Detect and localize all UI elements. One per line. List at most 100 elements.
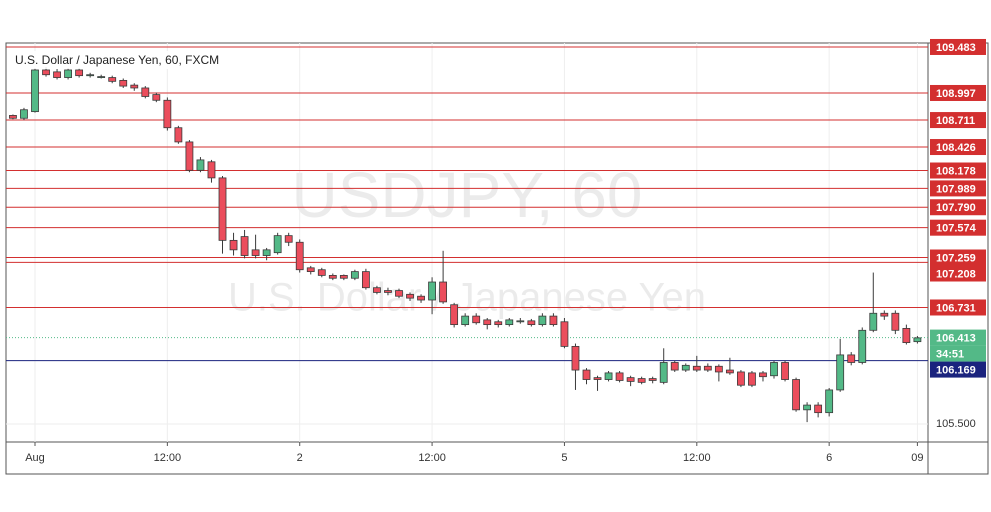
candle-body — [373, 287, 381, 293]
level-label-bg — [930, 112, 986, 129]
candle-body — [781, 362, 789, 380]
support-label: 106.169 — [936, 364, 976, 376]
candle-body — [174, 127, 183, 143]
countdown-label-bg — [930, 345, 986, 362]
price-axis: 105.500 109.483 108.997 108.711 108.426 108.1… — [930, 38, 986, 430]
candle-body — [406, 293, 414, 299]
candle-body — [450, 304, 459, 326]
candle-body — [384, 290, 392, 293]
candle-body — [814, 404, 823, 414]
x-tick-label: 09 — [911, 452, 923, 464]
level-label: 107.259 — [936, 252, 976, 264]
x-tick-label: 5 — [561, 452, 567, 464]
candle-body — [593, 377, 602, 380]
candle-body — [516, 320, 525, 323]
candle-body — [86, 74, 95, 77]
candle-body — [207, 161, 216, 179]
level-label: 108.711 — [936, 115, 975, 127]
candle-body — [858, 329, 867, 363]
level-label: 107.574 — [936, 223, 977, 235]
level-label-bg — [930, 199, 986, 216]
plot — [6, 46, 928, 423]
candle-body — [97, 76, 106, 79]
candle-body — [626, 377, 635, 382]
candle-body — [328, 274, 337, 279]
candle-body — [163, 99, 172, 129]
candle-body — [725, 369, 734, 374]
level-label-bg — [930, 139, 986, 156]
level-label-bg — [930, 162, 986, 179]
title-bg — [10, 51, 236, 69]
candle-body — [792, 379, 800, 411]
candle-body — [218, 177, 227, 241]
candle-body — [648, 378, 657, 381]
countdown-label: 34:51 — [936, 348, 964, 360]
candle-body — [913, 337, 922, 343]
candle-body — [240, 236, 249, 256]
candle-body — [770, 362, 778, 377]
level-label-bg — [930, 249, 986, 266]
candle-body — [428, 281, 436, 301]
candle-body — [538, 315, 547, 326]
last-price-label-bg — [930, 329, 986, 346]
candle-body — [803, 404, 811, 411]
candle-body — [251, 249, 260, 256]
x-tick-label: 12:00 — [683, 452, 711, 464]
candle-body — [692, 365, 701, 371]
candle-body — [825, 389, 834, 414]
candle-body — [737, 371, 745, 386]
level-label-bg — [930, 219, 986, 236]
candle-body — [361, 271, 370, 289]
candle-body — [748, 372, 756, 386]
candle-body — [119, 79, 128, 87]
level-label-bg — [930, 180, 986, 197]
level-label-bg — [930, 299, 986, 316]
level-label: 108.426 — [936, 142, 976, 154]
x-tick-label: 12:00 — [154, 452, 182, 464]
candle-body — [350, 271, 359, 279]
candle-body — [196, 159, 205, 171]
candle-body — [417, 295, 425, 301]
candle-body — [549, 315, 558, 326]
level-label-bg — [930, 265, 986, 282]
level-label: 106.731 — [936, 302, 976, 314]
frame — [5, 42, 989, 475]
watermark-subtitle: U.S. Dollar / Japanese Yen — [228, 276, 706, 320]
level-label: 108.178 — [936, 165, 976, 177]
candle-body — [637, 378, 646, 383]
support-label-bg — [930, 361, 986, 378]
candle-body — [604, 372, 613, 380]
candle-body — [273, 235, 282, 254]
candle-body — [53, 71, 61, 78]
candle-body — [571, 345, 580, 371]
candle-body — [152, 94, 161, 101]
x-tick-label: 2 — [297, 452, 303, 464]
last-price-label: 106.413 — [936, 332, 976, 344]
candle-body — [9, 115, 17, 119]
candle-body — [714, 365, 723, 373]
chart-title: U.S. Dollar / Japanese Yen, 60, FXCM — [15, 53, 219, 67]
level-label: 107.790 — [936, 202, 976, 214]
level-label: 107.989 — [936, 183, 976, 195]
candle-body — [317, 269, 326, 276]
candle-body — [527, 320, 536, 326]
candle-body — [439, 281, 448, 303]
x-tick-label: 6 — [826, 452, 832, 464]
candle-body — [494, 321, 503, 326]
candle-body — [461, 315, 470, 326]
candle-body — [759, 372, 767, 378]
candle-body — [295, 241, 304, 271]
candle-body — [836, 354, 845, 391]
candle-body — [902, 328, 911, 344]
candle-body — [560, 321, 569, 347]
candle-body — [869, 312, 878, 331]
level-label: 109.483 — [936, 42, 976, 54]
candle-body — [615, 372, 624, 381]
candle-body — [229, 239, 238, 251]
candle-body — [130, 84, 139, 89]
candle-body — [880, 312, 889, 317]
candle-body — [20, 109, 28, 119]
candle-body — [395, 290, 403, 297]
